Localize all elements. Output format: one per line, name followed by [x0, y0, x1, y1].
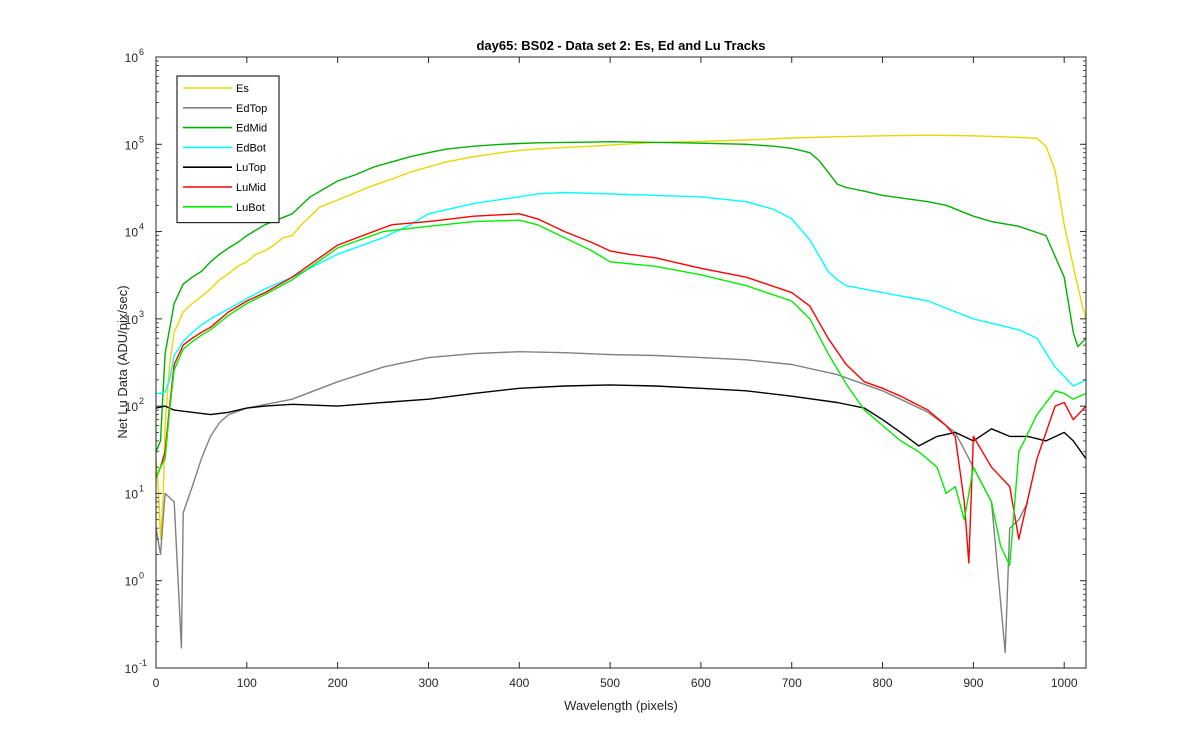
x-tick-label: 200 — [328, 676, 348, 690]
y-tick-exponent: 6 — [139, 47, 144, 57]
legend-label: EdMid — [236, 123, 267, 135]
y-tick-label: 10 1 — [125, 483, 144, 501]
legend-item-lutop: LuTop — [183, 162, 266, 174]
legend-label: EdBot — [236, 142, 266, 154]
y-tick-base: 10 — [125, 400, 139, 414]
y-tick-exponent: 2 — [139, 396, 144, 406]
x-tick-label: 0 — [153, 676, 160, 690]
y-tick-base: 10 — [125, 575, 139, 589]
legend-item-lumid: LuMid — [183, 182, 266, 194]
series-line-edmid — [155, 140, 1087, 453]
chart-title: day65: BS02 - Data set 2: Es, Ed and Lu … — [476, 38, 765, 53]
series-line-edtop — [155, 351, 1029, 654]
y-tick-exponent: -1 — [139, 658, 147, 668]
x-tick-label: 900 — [963, 676, 983, 690]
legend-label: LuTop — [236, 162, 266, 174]
legend-label: LuBot — [236, 202, 265, 214]
y-tick-label: 10 2 — [125, 396, 144, 414]
legend-label: LuMid — [236, 182, 266, 194]
y-tick-label: 10 6 — [125, 47, 144, 65]
x-tick-label: 1000 — [1051, 676, 1078, 690]
x-tick-label: 700 — [782, 676, 802, 690]
legend-item-lubot: LuBot — [183, 202, 265, 214]
legend-item-edmid: EdMid — [183, 123, 267, 135]
x-tick-label: 800 — [873, 676, 893, 690]
series-line-lubot — [155, 219, 1087, 566]
y-tick-label: 10 5 — [125, 134, 144, 152]
plot-area — [156, 57, 1086, 668]
plot-frame — [155, 56, 1087, 669]
y-tick-base: 10 — [125, 662, 139, 676]
y-tick-exponent: 5 — [139, 134, 144, 144]
y-tick-base: 10 — [125, 138, 139, 152]
legend-label: Es — [236, 83, 249, 95]
y-tick-base: 10 — [125, 313, 139, 327]
series-line-lutop — [155, 384, 1087, 460]
series-layer — [155, 134, 1087, 654]
series-line-es — [155, 134, 1087, 540]
legend-item-edtop: EdTop — [183, 103, 267, 115]
y-tick-exponent: 0 — [139, 571, 144, 581]
y-tick-exponent: 3 — [139, 309, 144, 319]
y-tick-label: 10 -1 — [125, 658, 147, 676]
y-tick-label: 10 3 — [125, 309, 144, 327]
y-tick-base: 10 — [125, 51, 139, 65]
legend-item-es: Es — [183, 83, 249, 95]
y-tick-base: 10 — [125, 226, 139, 240]
x-tick-label: 100 — [237, 676, 257, 690]
x-tick-label: 300 — [418, 676, 438, 690]
series-line-lumid — [155, 213, 1087, 564]
x-tick-label: 400 — [509, 676, 529, 690]
y-axis-label: Net Lu Data (ADU/pix/sec) — [115, 285, 130, 438]
y-tick-exponent: 1 — [139, 483, 144, 493]
legend-label: EdTop — [236, 103, 267, 115]
legend-item-edbot: EdBot — [183, 142, 266, 154]
x-axis-label: Wavelength (pixels) — [564, 698, 678, 713]
y-tick-base: 10 — [125, 487, 139, 501]
legend-box — [176, 75, 280, 224]
legend: Es EdTop EdMid EdBot LuTop LuMid LuBot — [176, 75, 280, 224]
y-tick-label: 10 4 — [125, 222, 144, 240]
y-tick-label: 10 0 — [125, 571, 144, 589]
series-line-edbot — [156, 191, 1087, 395]
y-tick-exponent: 4 — [139, 222, 144, 232]
x-tick-label: 600 — [691, 676, 711, 690]
x-tick-label: 500 — [600, 676, 620, 690]
